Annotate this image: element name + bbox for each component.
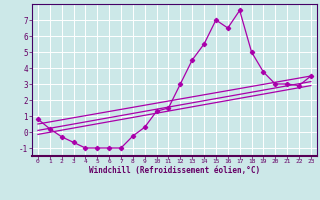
X-axis label: Windchill (Refroidissement éolien,°C): Windchill (Refroidissement éolien,°C) xyxy=(89,166,260,175)
